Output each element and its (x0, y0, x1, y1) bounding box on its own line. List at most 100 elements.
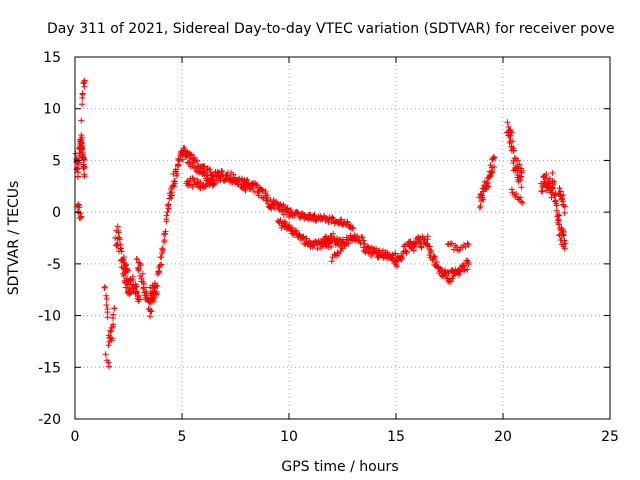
y-tick-label: -10 (38, 309, 61, 325)
data-point (111, 305, 118, 312)
data-point (399, 254, 406, 261)
data-point (447, 278, 454, 285)
data-point (155, 268, 162, 275)
data-point (543, 171, 550, 178)
data-point (164, 209, 171, 216)
data-point (452, 242, 459, 249)
data-point (432, 254, 439, 261)
data-point (189, 184, 196, 191)
data-point (323, 241, 330, 248)
data-point (303, 235, 310, 242)
data-point (561, 203, 568, 210)
data-point (514, 157, 521, 164)
axis-ticks (74, 56, 611, 420)
data-point (78, 136, 85, 143)
data-point (148, 308, 155, 315)
data-point (465, 261, 472, 268)
data-point (197, 179, 204, 186)
data-point (338, 216, 345, 223)
data-point (484, 179, 491, 186)
data-point (194, 157, 201, 164)
data-point (448, 240, 455, 247)
data-point (465, 241, 472, 248)
x-tick-label: 15 (387, 429, 405, 445)
data-point (491, 163, 498, 170)
data-point (133, 288, 140, 295)
data-point (282, 219, 289, 226)
data-point (81, 164, 88, 171)
data-point (346, 224, 353, 231)
data-point (259, 187, 266, 194)
data-point (139, 270, 146, 277)
data-point (185, 182, 192, 189)
data-point (124, 275, 131, 282)
data-point (403, 248, 410, 255)
data-point (477, 203, 484, 210)
data-point (79, 146, 86, 153)
data-point (76, 204, 83, 211)
data-point (344, 237, 351, 244)
data-point (72, 150, 79, 157)
data-point (517, 194, 524, 201)
y-tick-label: -5 (47, 257, 61, 273)
data-point (354, 233, 361, 240)
data-point (389, 251, 396, 258)
x-tick-label: 10 (280, 429, 298, 445)
x-tick-label: 25 (601, 429, 619, 445)
data-point (456, 268, 463, 275)
data-point (292, 227, 299, 234)
data-point (361, 240, 368, 247)
y-tick-label: -15 (38, 360, 61, 376)
data-point (299, 234, 306, 241)
data-point (286, 221, 293, 228)
data-point (464, 240, 471, 247)
data-point (310, 212, 317, 219)
data-point (328, 258, 335, 265)
data-point (289, 224, 296, 231)
data-point (154, 283, 161, 290)
data-point (179, 156, 186, 163)
data-point (129, 284, 136, 291)
chart-title: Day 311 of 2021, Sidereal Day-to-day VTE… (47, 21, 615, 37)
data-point (505, 123, 512, 130)
data-point (78, 101, 85, 108)
data-point (136, 296, 143, 303)
data-point (110, 311, 117, 318)
y-axis-title: SDTVAR / TECUs (6, 181, 22, 296)
data-point (490, 153, 497, 160)
data-point (162, 231, 169, 238)
data-point (176, 157, 183, 164)
data-point (510, 147, 517, 154)
data-point (101, 283, 108, 290)
data-point (127, 289, 134, 296)
data-point (206, 166, 213, 173)
data-point (426, 251, 433, 258)
data-point (485, 183, 492, 190)
data-point (140, 284, 147, 291)
data-point (110, 323, 117, 330)
data-point (133, 283, 140, 290)
data-point (326, 238, 333, 245)
data-point (137, 262, 144, 269)
data-point (418, 244, 425, 251)
data-point (150, 298, 157, 305)
data-point (284, 205, 291, 212)
data-point (561, 237, 568, 244)
data-point (201, 183, 208, 190)
data-point (170, 183, 177, 190)
data-point (168, 192, 175, 199)
data-point (543, 187, 550, 194)
data-point (134, 256, 141, 263)
data-point (518, 167, 525, 174)
data-point (559, 195, 566, 202)
data-point (79, 90, 86, 97)
data-point (480, 196, 487, 203)
data-point (146, 313, 153, 320)
data-point (551, 178, 558, 185)
plot-frame (74, 56, 611, 420)
data-point (78, 117, 85, 124)
data-point (507, 132, 514, 139)
data-point (504, 119, 511, 126)
tick-labels: 0 5 10 15 20 25 -20 -15 -10 -5 0 5 10 15 (38, 50, 619, 445)
